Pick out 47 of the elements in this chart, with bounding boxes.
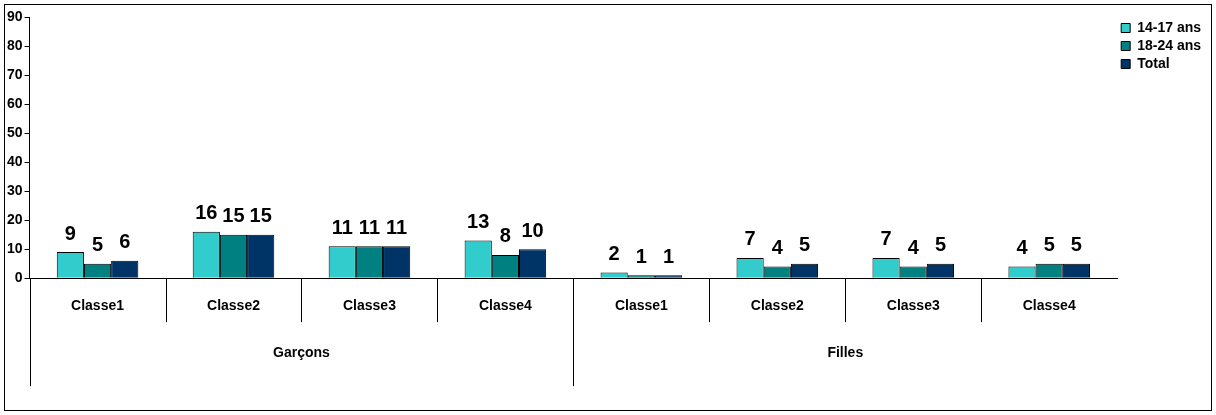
y-tick-label: 0 — [14, 269, 23, 286]
data-label: 7 — [880, 227, 892, 250]
legend-label: 18-24 ans — [1137, 36, 1202, 53]
data-label: 15 — [249, 204, 272, 227]
legend-label: 14-17 ans — [1137, 18, 1202, 35]
y-tick-label: 40 — [6, 152, 23, 169]
data-label: 5 — [1043, 233, 1055, 256]
y-tick-label: 60 — [6, 94, 23, 111]
y-tick-label: 80 — [6, 36, 23, 53]
data-label: 5 — [934, 233, 947, 256]
data-label: 4 — [1016, 236, 1029, 259]
data-label: 1 — [662, 244, 675, 267]
x-tick-label: Classe4 — [1022, 297, 1076, 314]
legend-label: Total — [1137, 54, 1170, 71]
data-label: 11 — [358, 215, 381, 238]
x-tick-label: Classe3 — [342, 297, 397, 314]
data-label: 5 — [91, 233, 104, 256]
data-label: 5 — [1070, 233, 1082, 256]
y-tick-label: 30 — [6, 181, 23, 198]
data-label: 8 — [499, 224, 511, 247]
data-label: 7 — [744, 227, 756, 250]
x-tick-label: Classe1 — [614, 297, 669, 314]
data-label: 16 — [195, 201, 218, 224]
x-tick-label: Classe2 — [207, 297, 261, 314]
data-label: 9 — [64, 221, 76, 244]
text: Garçons — [273, 344, 331, 361]
data-label: 2 — [608, 241, 620, 264]
text: Filles — [827, 344, 864, 361]
y-tick-label: 10 — [6, 240, 23, 257]
y-tick-label: 90 — [6, 7, 23, 24]
data-label: 10 — [521, 218, 544, 241]
data-label: 5 — [798, 233, 811, 256]
x-tick-label: Classe2 — [750, 297, 804, 314]
data-label: 4 — [907, 236, 920, 259]
data-label: 6 — [119, 230, 131, 253]
data-label: 11 — [331, 215, 353, 238]
data-label: 15 — [222, 204, 245, 227]
x-tick-label: Classe1 — [71, 297, 125, 314]
x-tick-label: Classe4 — [478, 297, 533, 314]
y-tick-label: 50 — [6, 123, 23, 140]
y-tick-label: 20 — [6, 211, 23, 228]
data-label: 11 — [386, 215, 408, 238]
y-tick-label: 70 — [6, 65, 23, 82]
data-label: 4 — [771, 236, 784, 259]
x-tick-label: Classe3 — [886, 297, 940, 314]
data-label: 1 — [635, 244, 647, 267]
data-label: 13 — [467, 209, 490, 232]
